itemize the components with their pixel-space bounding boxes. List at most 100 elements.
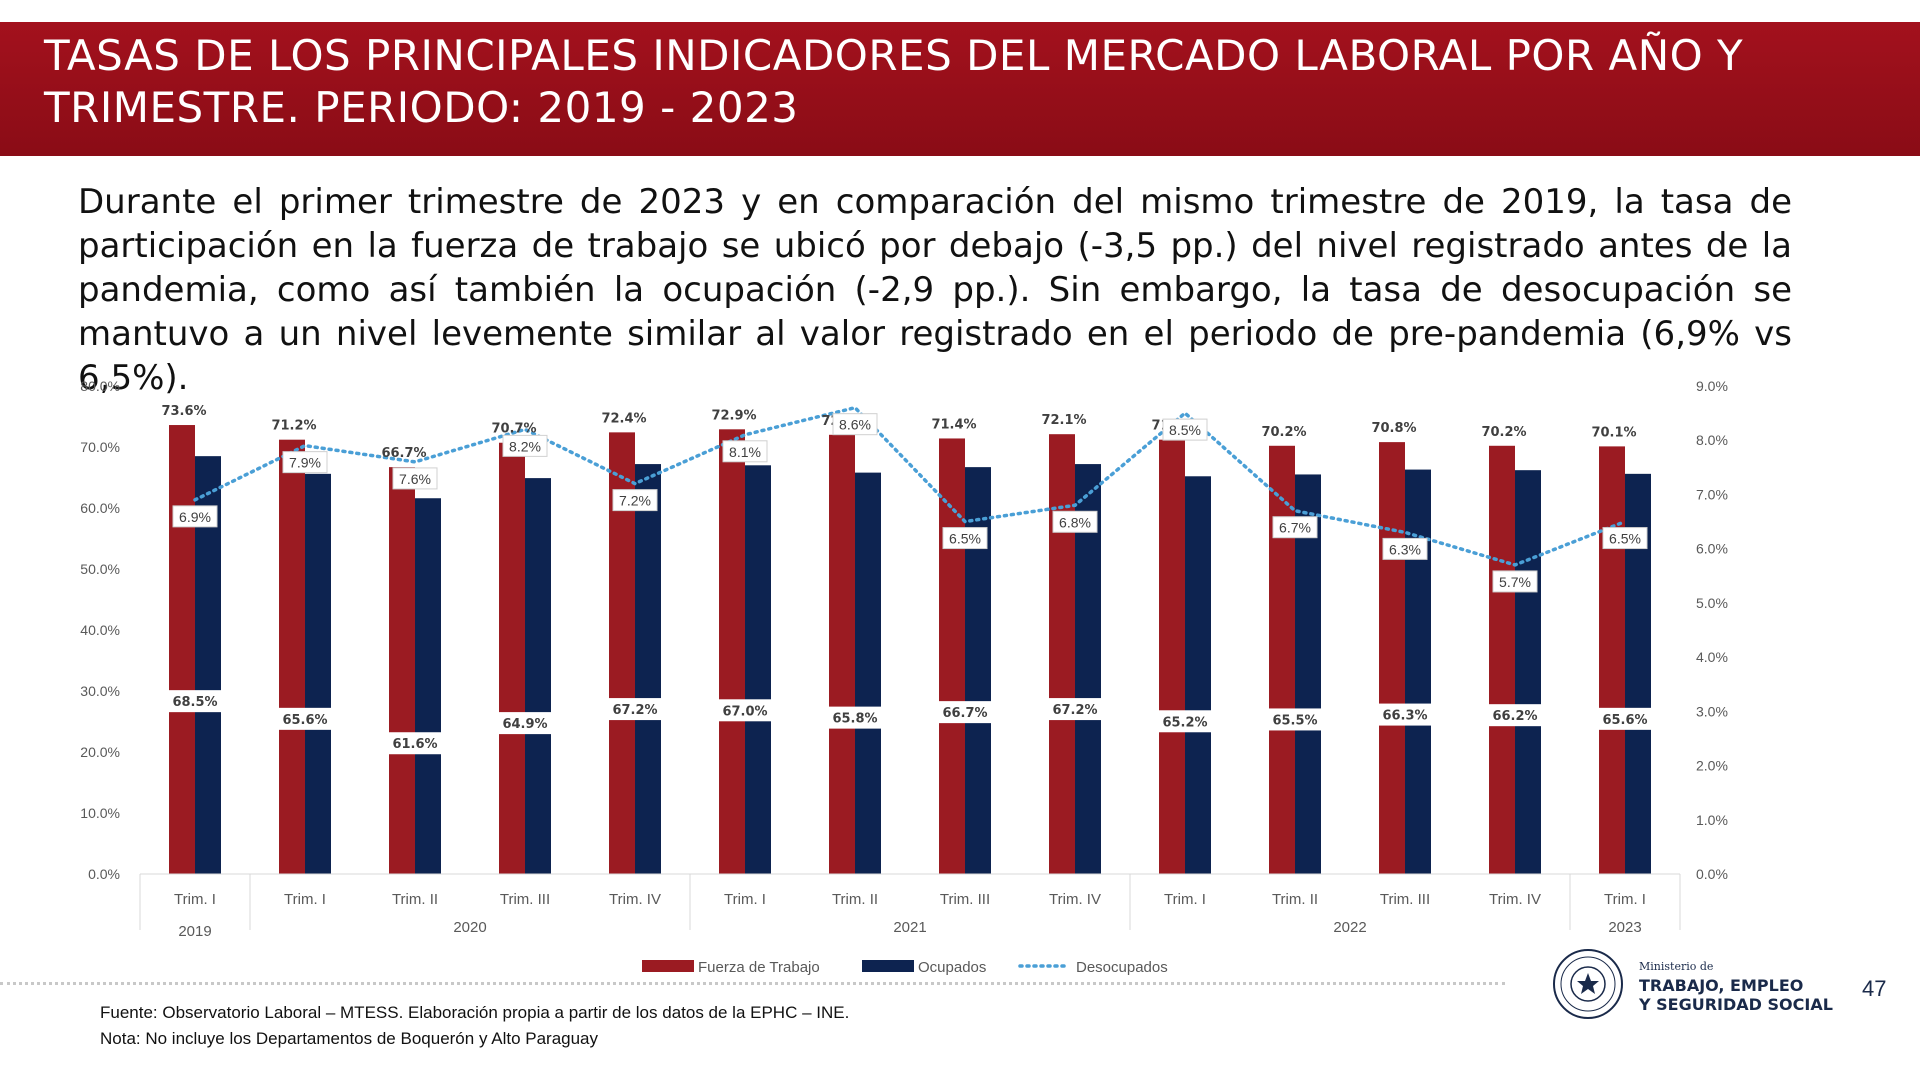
left-axis: 0.0% 10.0% 20.0% 30.0% 40.0% 50.0% 60.0% 70.0% 8… xyxy=(80,378,120,882)
label-desocupados: 6.5% xyxy=(1609,531,1641,547)
label-box-desocupados xyxy=(832,413,878,436)
label-desocupados: 6.7% xyxy=(1279,520,1311,536)
x-tick-label: Trim. III xyxy=(940,891,990,908)
legend-swatch-ocupados xyxy=(862,960,914,972)
footer-notes: Fuente: Observatorio Laboral – MTESS. El… xyxy=(100,1000,849,1052)
x-tick-label: Trim. IV xyxy=(1489,891,1541,908)
logo-caption: Ministerio de xyxy=(1639,960,1714,973)
label-box-desocupados xyxy=(942,527,988,550)
x-tick-label: Trim. II xyxy=(392,891,438,908)
label-box-desocupados xyxy=(722,440,768,463)
bar-fuerza-de-trabajo xyxy=(169,425,195,874)
bar-fuerza-de-trabajo xyxy=(1599,446,1625,874)
legend-label-ocupados: Ocupados xyxy=(918,959,986,976)
bars xyxy=(169,425,1651,874)
label-fuerza-de-trabajo: 71.2% xyxy=(271,419,316,434)
y-left-tick-label: 70.0% xyxy=(80,439,120,455)
bar-ocupados xyxy=(415,498,441,874)
ministry-logo: Ministerio de TRABAJO, EMPLEO Y SEGURIDA… xyxy=(1552,948,1852,1028)
label-box-ocupados xyxy=(605,698,665,721)
x-tick-label: Trim. I xyxy=(1164,891,1206,908)
label-box-ocupados xyxy=(275,707,335,730)
page-title: TASAS DE LOS PRINCIPALES INDICADORES DEL… xyxy=(44,30,1844,134)
year-group-label: 2019 xyxy=(178,923,211,940)
bar-ocupados xyxy=(525,478,551,874)
bar-fuerza-de-trabajo xyxy=(1379,442,1405,874)
x-tick-label: Trim. IV xyxy=(609,891,661,908)
intro-paragraph: Durante el primer trimestre de 2023 y en… xyxy=(78,182,1792,398)
label-box-ocupados xyxy=(1045,698,1105,721)
label-box-ocupados xyxy=(715,699,775,722)
y-left-tick-label: 40.0% xyxy=(80,622,120,638)
label-box-ocupados xyxy=(1485,704,1545,727)
label-box-ocupados xyxy=(825,706,885,729)
bar-fuerza-de-trabajo xyxy=(499,442,525,874)
label-ocupados: 67.2% xyxy=(612,703,657,718)
label-fuerza-de-trabajo: 70.8% xyxy=(1371,421,1416,436)
title-line-2: TRIMESTRE. PERIODO: 2019 - 2023 xyxy=(44,83,799,132)
y-right-tick-label: 8.0% xyxy=(1696,432,1728,448)
x-tick-label: Trim. I xyxy=(174,891,216,908)
label-ocupados: 66.7% xyxy=(942,706,987,721)
header-banner xyxy=(0,22,1920,156)
right-axis: 0.0% 1.0% 2.0% 3.0% 4.0% 5.0% 6.0% 7.0% 8.0% 9.0% xyxy=(1696,378,1728,882)
y-right-tick-label: 3.0% xyxy=(1696,703,1728,719)
legend: Fuerza de Trabajo Ocupados Desocupados xyxy=(642,959,1168,976)
x-tick-label: Trim. IV xyxy=(1049,891,1101,908)
label-desocupados: 6.3% xyxy=(1389,541,1421,557)
label-box-desocupados xyxy=(1492,570,1538,593)
label-desocupados: 7.9% xyxy=(289,455,321,471)
bar-fuerza-de-trabajo xyxy=(939,438,965,874)
bar-fuerza-de-trabajo xyxy=(1489,445,1515,874)
data-labels: 73.6% 68.5% 6.9% 71.2% 65.6% 7.9% 66.7% 61.6% 7.… xyxy=(161,404,1655,755)
label-fuerza-de-trabajo: 70.2% xyxy=(1261,425,1306,440)
label-ocupados: 65.6% xyxy=(282,713,327,728)
label-fuerza-de-trabajo: 72.9% xyxy=(711,408,756,423)
label-box-desocupados xyxy=(1162,418,1208,441)
footer-divider xyxy=(0,982,1505,985)
label-fuerza-de-trabajo: 72.4% xyxy=(601,411,646,426)
label-fuerza-de-trabajo: 70.2% xyxy=(1481,425,1526,440)
label-ocupados: 67.0% xyxy=(722,704,767,719)
x-axis: Trim. I Trim. I Trim. II Trim. III Trim. IV T… xyxy=(139,873,1681,940)
label-box-ocupados xyxy=(1375,703,1435,726)
label-ocupados: 65.8% xyxy=(832,712,877,727)
bar-ocupados xyxy=(1295,474,1321,874)
bar-fuerza-de-trabajo xyxy=(1049,434,1075,874)
y-left-tick-label: 80.0% xyxy=(80,378,120,394)
label-fuerza-de-trabajo: 66.7% xyxy=(381,446,426,461)
label-fuerza-de-trabajo: 73.6% xyxy=(161,404,206,419)
bar-ocupados xyxy=(855,472,881,874)
legend-swatch-fuerza-de-trabajo xyxy=(642,960,694,972)
bar-ocupados xyxy=(305,473,331,874)
logo-line-1: TRABAJO, EMPLEO xyxy=(1639,976,1804,995)
y-left-tick-label: 30.0% xyxy=(80,683,120,699)
label-box-desocupados xyxy=(1382,537,1428,560)
label-desocupados: 6.8% xyxy=(1059,514,1091,530)
label-ocupados: 66.3% xyxy=(1382,709,1427,724)
label-ocupados: 64.9% xyxy=(502,717,547,732)
line-desocupados xyxy=(193,405,1627,567)
year-group-label: 2022 xyxy=(1333,919,1366,936)
year-group-label: 2021 xyxy=(893,919,926,936)
y-left-tick-label: 10.0% xyxy=(80,805,120,821)
label-box-ocupados xyxy=(935,701,995,724)
x-tick-label: Trim. III xyxy=(1380,891,1430,908)
x-tick-label: Trim. III xyxy=(500,891,550,908)
label-ocupados: 66.2% xyxy=(1492,709,1537,724)
logo-line-2: Y SEGURIDAD SOCIAL xyxy=(1639,995,1833,1014)
title-line-1: TASAS DE LOS PRINCIPALES INDICADORES DEL… xyxy=(44,31,1744,80)
label-box-desocupados xyxy=(392,467,438,490)
label-box-desocupados xyxy=(282,451,328,474)
label-desocupados: 6.5% xyxy=(949,531,981,547)
legend-label-desocupados: Desocupados xyxy=(1076,959,1168,976)
y-left-tick-label: 60.0% xyxy=(80,500,120,516)
year-group-label: 2023 xyxy=(1608,919,1641,936)
y-right-tick-label: 1.0% xyxy=(1696,812,1728,828)
page-number: 47 xyxy=(1862,976,1887,1001)
x-tick-label: Trim. I xyxy=(1604,891,1646,908)
bar-ocupados xyxy=(635,464,661,874)
label-desocupados: 8.6% xyxy=(839,417,871,433)
label-desocupados: 5.7% xyxy=(1499,574,1531,590)
label-box-ocupados xyxy=(165,690,225,713)
